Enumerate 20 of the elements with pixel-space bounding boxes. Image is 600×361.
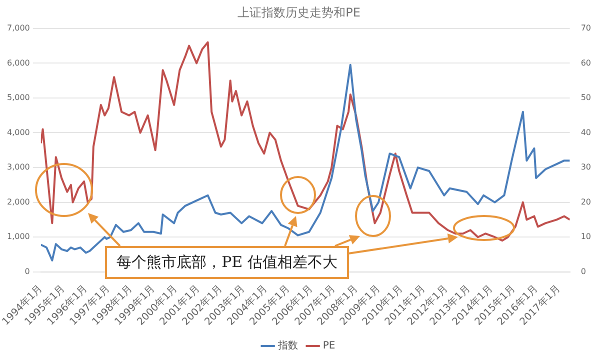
y-tick-label: 6,000 (6, 58, 30, 68)
y2-tick-label: 50 (580, 93, 592, 102)
y-tick-label: 1,000 (6, 232, 30, 242)
y2-tick-label: 60 (580, 58, 592, 68)
y2-tick-label: 0 (580, 266, 586, 276)
y-tick-label: 0 (24, 266, 30, 276)
y-tick-label: 7,000 (6, 23, 30, 32)
legend-label: PE (322, 340, 336, 352)
y2-tick-label: 30 (580, 162, 592, 172)
y-tick-label: 2,000 (6, 197, 30, 206)
y2-tick-label: 10 (580, 232, 592, 242)
legend-label: 指数 (276, 340, 298, 352)
y-tick-label: 3,000 (6, 162, 30, 172)
y2-tick-label: 20 (580, 197, 592, 206)
annotation: 每个熊市底部，PE 估值相差不大 (105, 246, 349, 279)
y2-tick-label: 70 (580, 23, 592, 32)
y-tick-label: 4,000 (6, 128, 30, 137)
y2-tick-label: 40 (580, 128, 592, 137)
chart-title: 上证指数历史走势和PE (238, 5, 360, 20)
y-tick-label: 5,000 (6, 93, 30, 102)
